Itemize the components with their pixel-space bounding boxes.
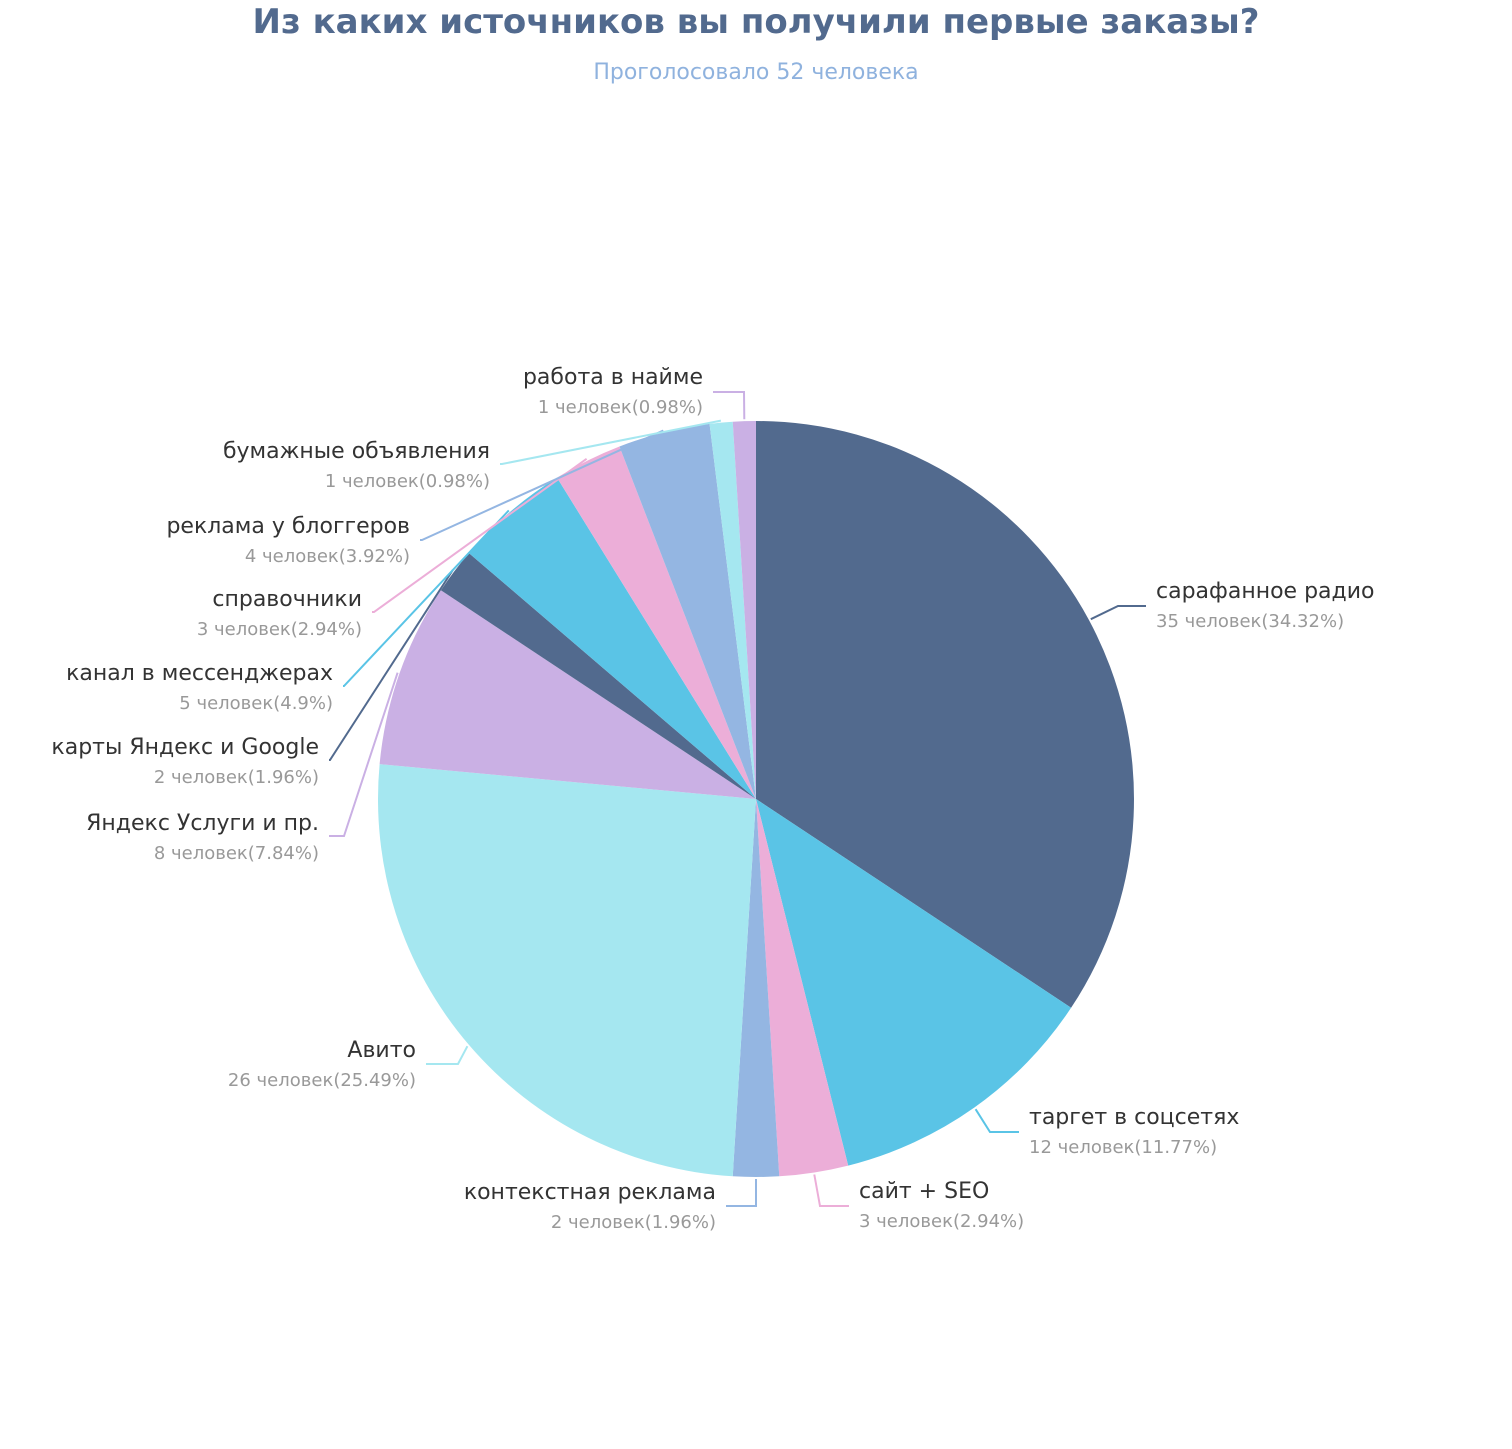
chart-title: Из каких источников вы получили первые з… — [252, 2, 1260, 42]
leader-line-8 — [343, 509, 510, 687]
slice-5[interactable] — [377, 764, 756, 1177]
slice-value-label-6: 8 человек(7.84%) — [154, 843, 319, 864]
slice-10[interactable] — [619, 423, 756, 799]
slice-2[interactable] — [756, 799, 1072, 1166]
slice-1[interactable] — [756, 421, 1134, 1008]
slice-value-label-9: 3 человек(2.94%) — [197, 619, 362, 640]
slice-9[interactable] — [557, 446, 756, 799]
slice-labels: сарафанное радио 35 человек(34.32%) таргет… — [51, 365, 1374, 1233]
leader-line-7 — [329, 569, 454, 761]
slice-3[interactable] — [756, 799, 849, 1177]
slice-name-label-1: сарафанное радио — [1156, 579, 1375, 604]
slice-value-label-10: 4 человек(3.92%) — [245, 546, 410, 567]
slice-value-label-12: 1 человек(0.98%) — [538, 397, 703, 418]
slice-name-label-6: Яндекс Услуги и пр. — [86, 811, 319, 836]
pie-slices — [377, 421, 1134, 1177]
leader-line-3 — [813, 1174, 849, 1207]
slice-8[interactable] — [468, 477, 756, 799]
leader-line-4 — [726, 1179, 757, 1207]
slice-value-label-4: 2 человек(1.96%) — [551, 1212, 716, 1233]
slice-name-label-11: бумажные объявления — [223, 439, 490, 464]
leader-line-9 — [372, 457, 588, 613]
leader-line-11 — [500, 419, 722, 465]
leader-line-12 — [713, 391, 746, 420]
slice-7[interactable] — [440, 553, 756, 799]
leader-line-5 — [426, 1045, 469, 1065]
slice-name-label-10: реклама у блоггеров — [166, 514, 410, 539]
slice-11[interactable] — [709, 421, 756, 799]
slice-value-label-7: 2 человек(1.96%) — [154, 767, 319, 788]
leader-line-2 — [974, 1108, 1019, 1133]
slice-name-label-8: канал в мессенджерах — [66, 661, 333, 686]
slice-value-label-2: 12 человек(11.77%) — [1029, 1137, 1217, 1158]
slice-4[interactable] — [732, 799, 780, 1177]
slice-value-label-3: 3 человек(2.94%) — [859, 1211, 1024, 1232]
leader-line-6 — [329, 672, 399, 837]
slice-name-label-9: справочники — [212, 587, 362, 612]
slice-6[interactable] — [379, 590, 756, 799]
slice-name-label-4: контекстная реклама — [464, 1180, 716, 1205]
slice-value-label-5: 26 человек(25.49%) — [228, 1070, 416, 1091]
leader-line-1 — [1090, 605, 1146, 621]
slice-name-label-7: карты Яндекс и Google — [51, 735, 319, 760]
slice-12[interactable] — [732, 421, 756, 799]
slice-name-label-5: Авито — [347, 1038, 416, 1063]
label-leader-lines — [329, 391, 1146, 1207]
slice-value-label-8: 5 человек(4.9%) — [179, 693, 333, 714]
chart-subtitle: Проголосовало 52 человека — [593, 60, 919, 85]
slice-value-label-11: 1 человек(0.98%) — [325, 471, 490, 492]
slice-name-label-12: работа в найме — [523, 365, 703, 390]
slice-name-label-3: сайт + SEO — [859, 1179, 989, 1204]
leader-line-10 — [420, 429, 664, 541]
slice-name-label-2: таргет в соцсетях — [1029, 1105, 1239, 1130]
slice-value-label-1: 35 человек(34.32%) — [1156, 611, 1344, 632]
